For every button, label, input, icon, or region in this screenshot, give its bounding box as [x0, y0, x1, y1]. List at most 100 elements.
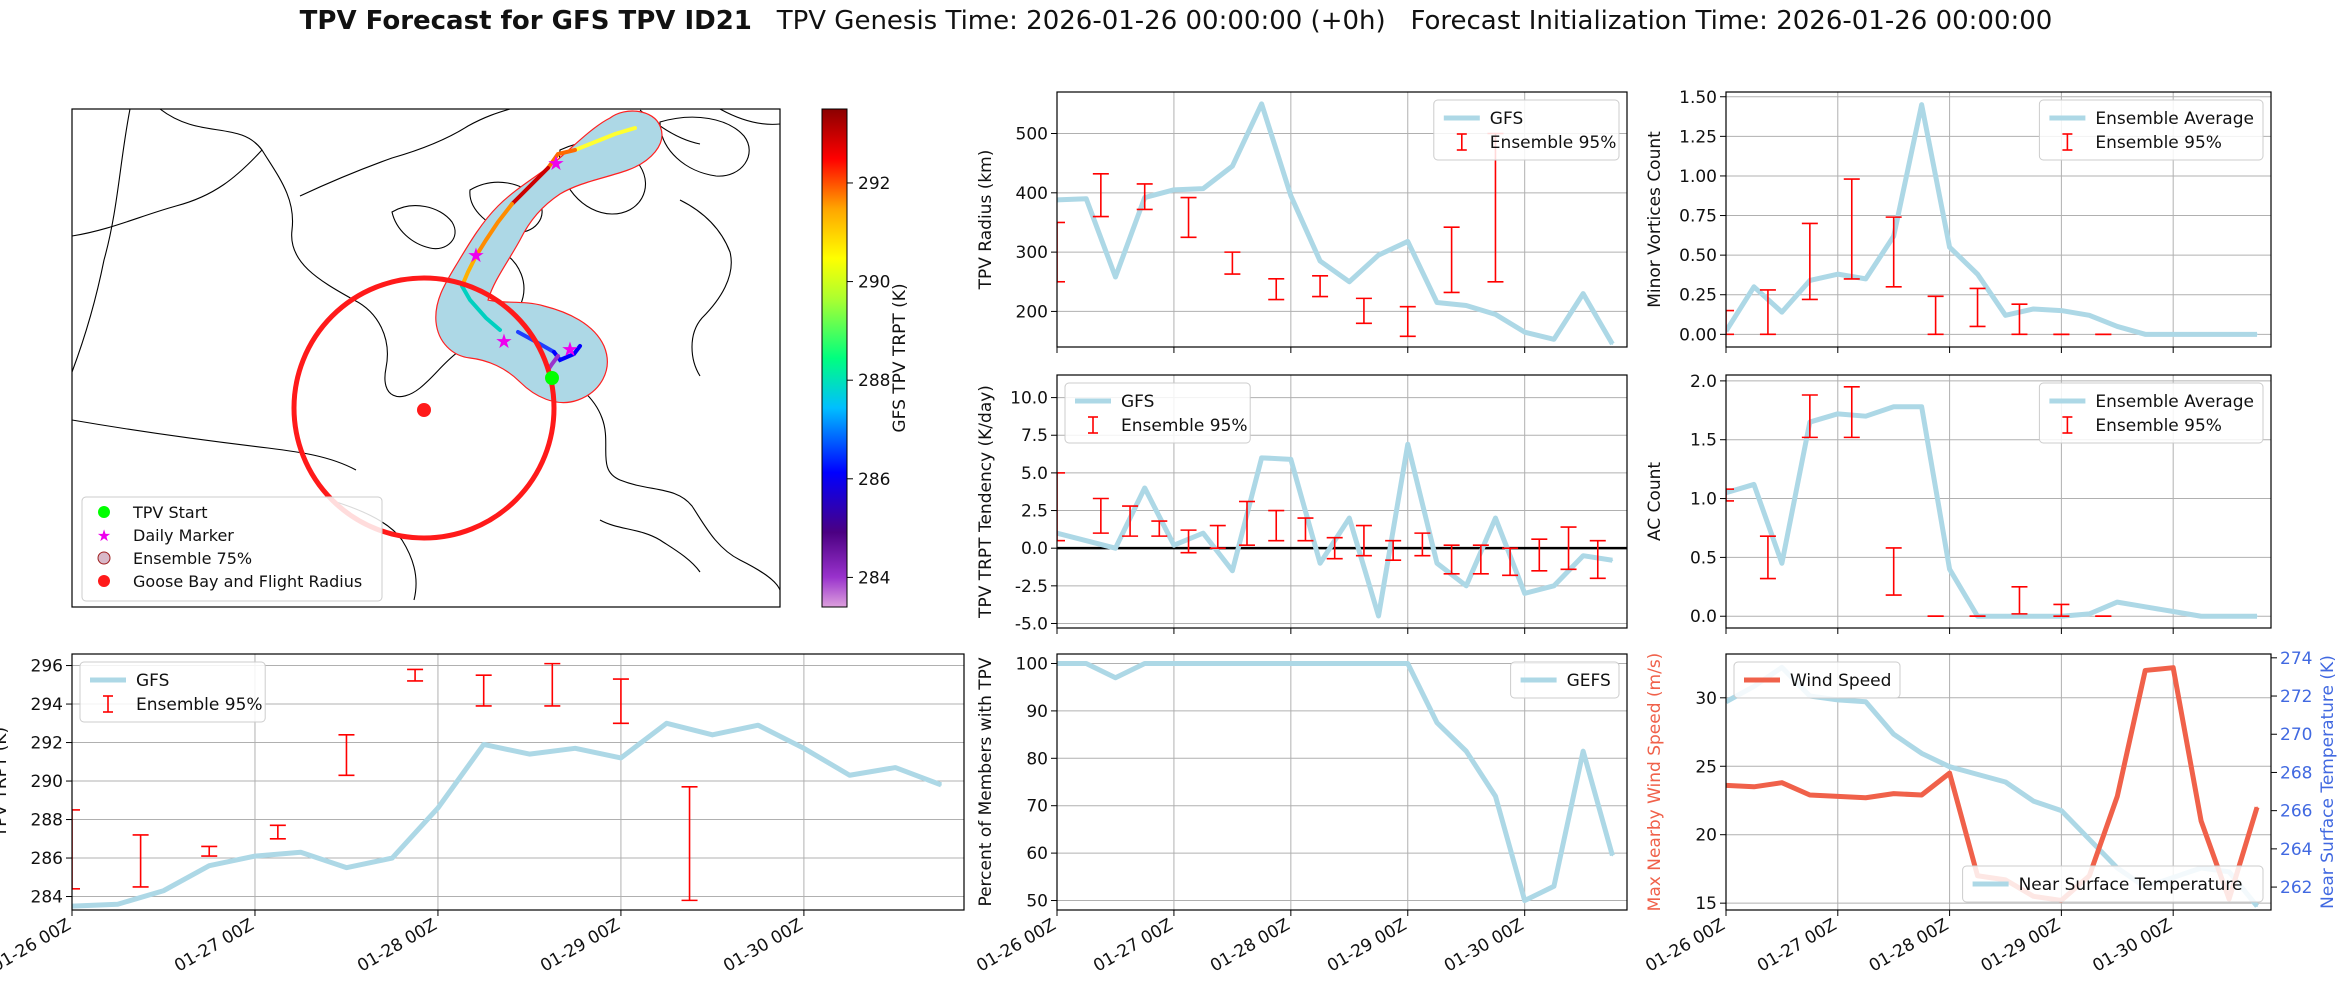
mean-line-point [254, 855, 256, 857]
mean-line-point [2032, 308, 2035, 310]
series-layer [1726, 102, 2258, 337]
x-tick-label: 01-26 00Z [973, 915, 1059, 976]
x-tick-label: 01-30 00Z [2089, 915, 2175, 976]
error-bar [1092, 173, 1109, 218]
mean-line-point [1377, 662, 1380, 665]
error-bar [1726, 488, 1734, 502]
error-bar [72, 809, 80, 890]
colorbar-tick-label: 284 [858, 568, 890, 588]
axes-frame [1056, 374, 1628, 629]
mean-line-point [574, 747, 576, 750]
map-colorbar: 284 286 288 290 292 GFS TPV TRPT (K) [821, 108, 910, 608]
mean-line-point [1553, 338, 1555, 341]
mean-line-point [1436, 721, 1438, 724]
y2-tick-label: 272 [2280, 687, 2312, 707]
error-bar [681, 786, 698, 902]
error-bar [407, 668, 424, 682]
legend-label: Ensemble Average [2095, 392, 2254, 412]
y2-axis-label: Near Surface Temperature (K) [2318, 655, 2338, 909]
error-bar [1843, 178, 1860, 280]
mean-line-point [437, 807, 439, 809]
y-tick-label: 0.0 [1021, 539, 1048, 559]
colorbar-tick-label: 286 [858, 470, 890, 490]
temperature-line-point [1948, 765, 1951, 768]
legend: GFS Ensemble 95% [79, 661, 266, 723]
wind-speed-line-point [1948, 772, 1951, 774]
error-bar [475, 674, 492, 707]
mean-line-point [1494, 517, 1497, 519]
mean-line-point [1553, 885, 1555, 888]
y-tick-label: 400 [1016, 184, 1048, 204]
legend-swatch-errorbar [2062, 416, 2073, 434]
mean-line-point [1611, 343, 1614, 345]
wind-speed-line-point [1753, 785, 1755, 788]
y-tick-label: 288 [31, 811, 63, 831]
mean-line-point [1436, 562, 1438, 565]
y-axis-label: TPV Radius (km) [976, 150, 996, 291]
legend-daily-swatch: ★ [97, 526, 111, 545]
error-bar [201, 845, 218, 857]
coast-west [72, 149, 263, 237]
tpv-start-marker [545, 371, 559, 385]
mean-line-point [2200, 333, 2202, 336]
legend-label: GFS [136, 671, 169, 691]
mean-line-point [1085, 662, 1088, 665]
mean-line-point [528, 753, 531, 755]
mean-line-point [2144, 333, 2147, 336]
y-tick-label: 2.5 [1021, 502, 1048, 522]
wind-speed-line-point [1836, 795, 1839, 798]
x-tick-label: 01-28 00Z [1866, 915, 1952, 976]
mean-line-point [2004, 615, 2007, 618]
island-2 [469, 181, 543, 234]
error-bar [1057, 472, 1065, 542]
mean-line-point [1290, 662, 1292, 665]
charts-layer: 200 300 400 500 TPV Radius (km) GFS Ensemble 9… [0, 88, 2338, 977]
y-tick-label: 50 [1026, 892, 1048, 912]
error-bar [1969, 287, 1986, 328]
y-tick-label: 1.25 [1679, 127, 1717, 147]
mean-line-point [1348, 280, 1351, 283]
mean-line-point [2116, 601, 2119, 603]
error-bar [1414, 532, 1431, 557]
mean-line-point [1173, 189, 1175, 191]
y-axis-label: Max Nearby Wind Speed (m/s) [1645, 653, 1665, 912]
temperature-line-point [2060, 809, 2063, 812]
error-bar [544, 662, 561, 707]
y-axis-label: Percent of Members with TPV [976, 657, 996, 906]
error-bar [1180, 196, 1197, 239]
x-tick-label: 01-30 00Z [1441, 915, 1527, 976]
axes-frame [71, 653, 965, 911]
wind-speed-line-point [1781, 781, 1783, 784]
mean-line-point [711, 734, 714, 736]
error-bar [1759, 535, 1776, 580]
x-tick-label: 01-26 00Z [0, 915, 75, 976]
y-tick-label: -2.5 [1015, 577, 1048, 597]
mean-line [72, 720, 943, 909]
error-bar [269, 824, 286, 840]
border-1 [72, 109, 131, 373]
mean-line-point [1114, 676, 1117, 679]
temperature-line-point [1920, 752, 1923, 755]
temperature-line-point [2256, 905, 2258, 907]
figure-title: TPV Forecast for GFS TPV ID21 TPV Genesi… [0, 6, 2352, 36]
ensemble-75-area [435, 110, 663, 404]
y-tick-label: 1.50 [1679, 88, 1717, 108]
legend: GFS Ensemble 95% [1433, 99, 1620, 161]
mean-line-point [940, 784, 942, 786]
daily-marker-4: ★ [561, 337, 579, 361]
temperature-line-point [1892, 733, 1895, 736]
error-bar [1927, 295, 1944, 336]
mean-line-point [1465, 750, 1468, 752]
title-init: Forecast Initialization Time: 2026-01-26… [1410, 6, 2053, 36]
daily-marker-3: ★ [495, 329, 513, 353]
y2-tick-label: 274 [2280, 649, 2312, 669]
legend-ensemble-label: Ensemble 75% [133, 549, 252, 568]
mean-line-point [299, 851, 302, 854]
y-tick-label: 0.5 [1690, 548, 1717, 568]
y-tick-label: 70 [1026, 797, 1048, 817]
error-bar [612, 678, 629, 725]
mean-line-point [1406, 662, 1409, 665]
mean-line-point [665, 722, 668, 725]
legend-label: Near Surface Temperature [2019, 875, 2243, 895]
mean-line-point [482, 743, 485, 746]
